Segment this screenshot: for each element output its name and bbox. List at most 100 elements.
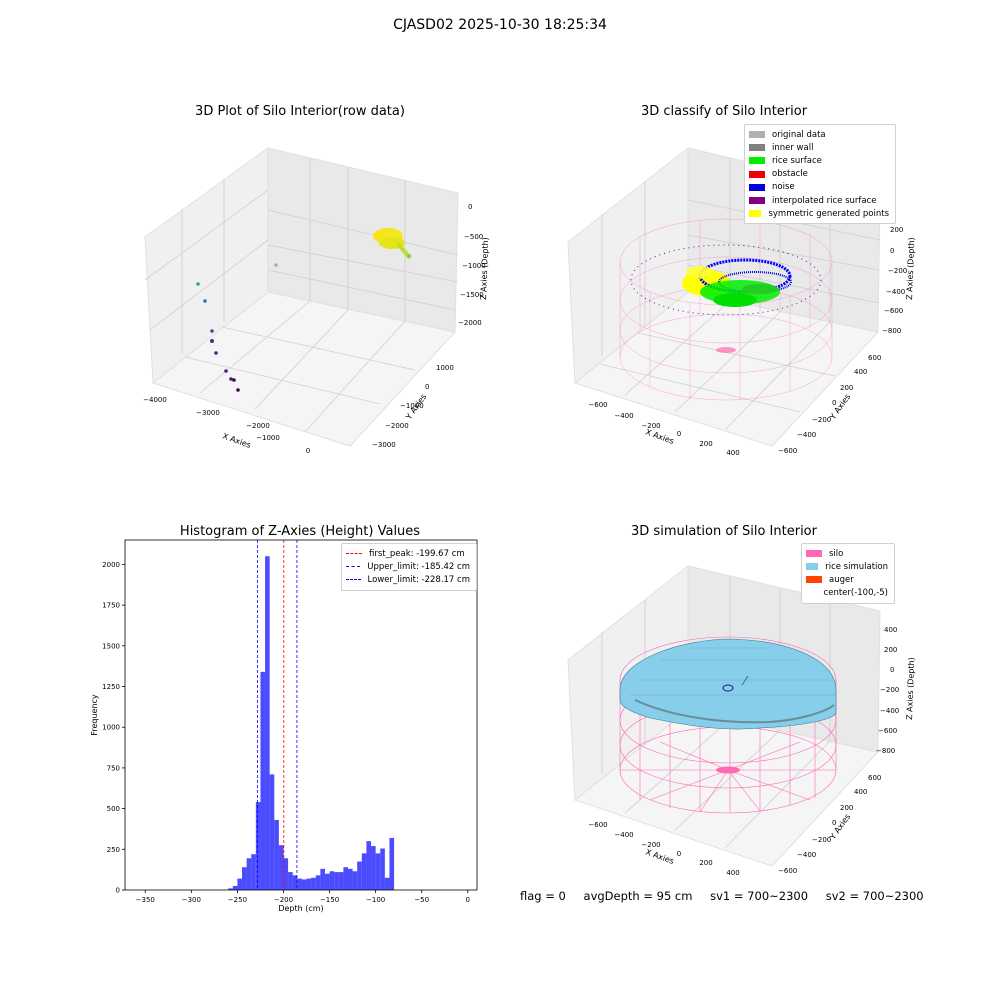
y-tick-label: 0 — [116, 887, 120, 895]
histogram-bar — [311, 877, 316, 890]
sim-ztick: −400 — [880, 707, 899, 715]
legend-entry: rice simulation — [806, 560, 888, 573]
legend-swatch — [806, 563, 819, 571]
sim-x-axis-label: X Axies — [644, 847, 675, 866]
x-tick-label: −250 — [228, 896, 247, 904]
sim-ztick: 200 — [884, 646, 897, 654]
legend-entry: Lower_limit: -228.17 cm — [346, 573, 470, 586]
classify-legend: original data inner wall rice surface obsta… — [744, 124, 896, 225]
histogram-bar — [361, 853, 367, 890]
raw-ztick: 0 — [468, 203, 472, 211]
histogram-bar — [357, 861, 362, 890]
histogram-bar — [329, 871, 335, 890]
sim-ytick: −600 — [778, 867, 797, 875]
raw-ztick: −1500 — [460, 291, 484, 299]
x-tick-label: −50 — [414, 896, 429, 904]
classify-plot-title: 3D classify of Silo Interior — [640, 104, 808, 119]
classify-ztick: −200 — [888, 267, 907, 275]
legend-label: Upper_limit: -185.42 cm — [367, 561, 470, 572]
histogram-bar — [255, 802, 261, 890]
raw-xtick: −2000 — [246, 422, 270, 430]
classify-xtick: 200 — [699, 440, 712, 448]
simulation-legend: silo rice simulation auger center(-100,-5) — [801, 543, 895, 604]
histogram-bar — [246, 858, 252, 890]
sim-ytick: −400 — [797, 851, 816, 859]
legend-entry: silo — [806, 547, 888, 560]
x-tick-label: −200 — [274, 896, 293, 904]
y-tick-label: 2000 — [102, 561, 120, 569]
histogram-bar — [232, 885, 238, 890]
classify-xtick: 0 — [677, 430, 681, 438]
y-tick-label: 1250 — [102, 683, 120, 691]
histogram-bar — [297, 878, 302, 890]
legend-entry: original data — [749, 128, 889, 141]
legend-swatch — [749, 183, 765, 191]
sim-xtick: 400 — [726, 869, 739, 877]
raw-ztick: −500 — [464, 233, 483, 241]
x-tick-label: −350 — [136, 896, 155, 904]
avg-depth-value: avgDepth = 95 cm — [583, 889, 693, 903]
raw-xtick: 0 — [306, 447, 310, 455]
y-tick-label: 250 — [107, 846, 120, 854]
raw-floor-pane — [151, 291, 456, 447]
sim-xtick: −400 — [614, 831, 633, 839]
histogram-bar — [366, 841, 372, 890]
histogram-bar — [265, 556, 270, 890]
histogram-bar — [371, 846, 376, 890]
histogram-bar — [260, 671, 266, 890]
classify-ytick: 600 — [868, 354, 881, 362]
classify-xtick: 400 — [726, 449, 739, 457]
histogram-bar — [315, 875, 321, 890]
sim-xtick: 200 — [699, 859, 712, 867]
y-tick-label: 750 — [107, 764, 120, 772]
sim-ytick: 0 — [832, 819, 836, 827]
sim-ytick: 200 — [840, 804, 853, 812]
legend-swatch — [749, 131, 765, 139]
legend-swatch — [749, 157, 765, 165]
legend-entry: Upper_limit: -185.42 cm — [346, 560, 470, 573]
x-tick-label: 0 — [466, 896, 470, 904]
legend-label: silo — [829, 548, 844, 559]
raw-xtick: −4000 — [143, 396, 167, 404]
sim-ztick: −800 — [876, 747, 895, 755]
legend-swatch — [749, 144, 765, 152]
raw-ztick: −1000 — [462, 262, 486, 270]
histogram-bar — [278, 845, 284, 890]
sim-ztick: −200 — [880, 686, 899, 694]
classify-ytick: −400 — [797, 431, 816, 439]
histogram-bar — [320, 868, 325, 890]
histogram-frame — [124, 539, 478, 891]
legend-label: rice surface — [772, 155, 822, 166]
y-tick-label: 1000 — [102, 724, 120, 732]
flag-value: flag = 0 — [520, 889, 566, 903]
sim-ytick: −200 — [812, 836, 831, 844]
legend-label: inner wall — [772, 142, 814, 153]
legend-entry: first_peak: -199.67 cm — [346, 547, 470, 560]
classify-ztick: 0 — [890, 247, 894, 255]
raw-plot-title: 3D Plot of Silo Interior(row data) — [195, 104, 405, 119]
classify-xtick: −600 — [588, 401, 607, 409]
raw-ytick: 0 — [425, 383, 429, 391]
sim-ztick: −600 — [878, 727, 897, 735]
classify-point-cloud — [630, 244, 822, 316]
classify-z-axis-label: Z Axies (Depth) — [905, 237, 916, 300]
legend-label: Lower_limit: -228.17 cm — [367, 574, 470, 585]
histogram-bar — [274, 820, 279, 890]
x-tick-label: −300 — [182, 896, 201, 904]
sim-z-axis-label: Z Axies (Depth) — [905, 657, 916, 720]
raw-grid — [144, 158, 459, 433]
classify-ytick: 0 — [832, 399, 836, 407]
histogram-bar — [228, 888, 233, 890]
histogram-bar — [380, 848, 385, 890]
legend-swatch — [749, 197, 765, 205]
raw-ytick: 1000 — [436, 364, 454, 372]
legend-entry: center(-100,-5) — [806, 587, 888, 600]
histogram-legend: first_peak: -199.67 cm Upper_limit: -185.… — [341, 543, 477, 591]
x-axis-label: Depth (cm) — [278, 904, 323, 913]
legend-label: auger — [829, 574, 854, 585]
histogram-bar — [338, 872, 344, 890]
x-tick-label: −150 — [320, 896, 339, 904]
